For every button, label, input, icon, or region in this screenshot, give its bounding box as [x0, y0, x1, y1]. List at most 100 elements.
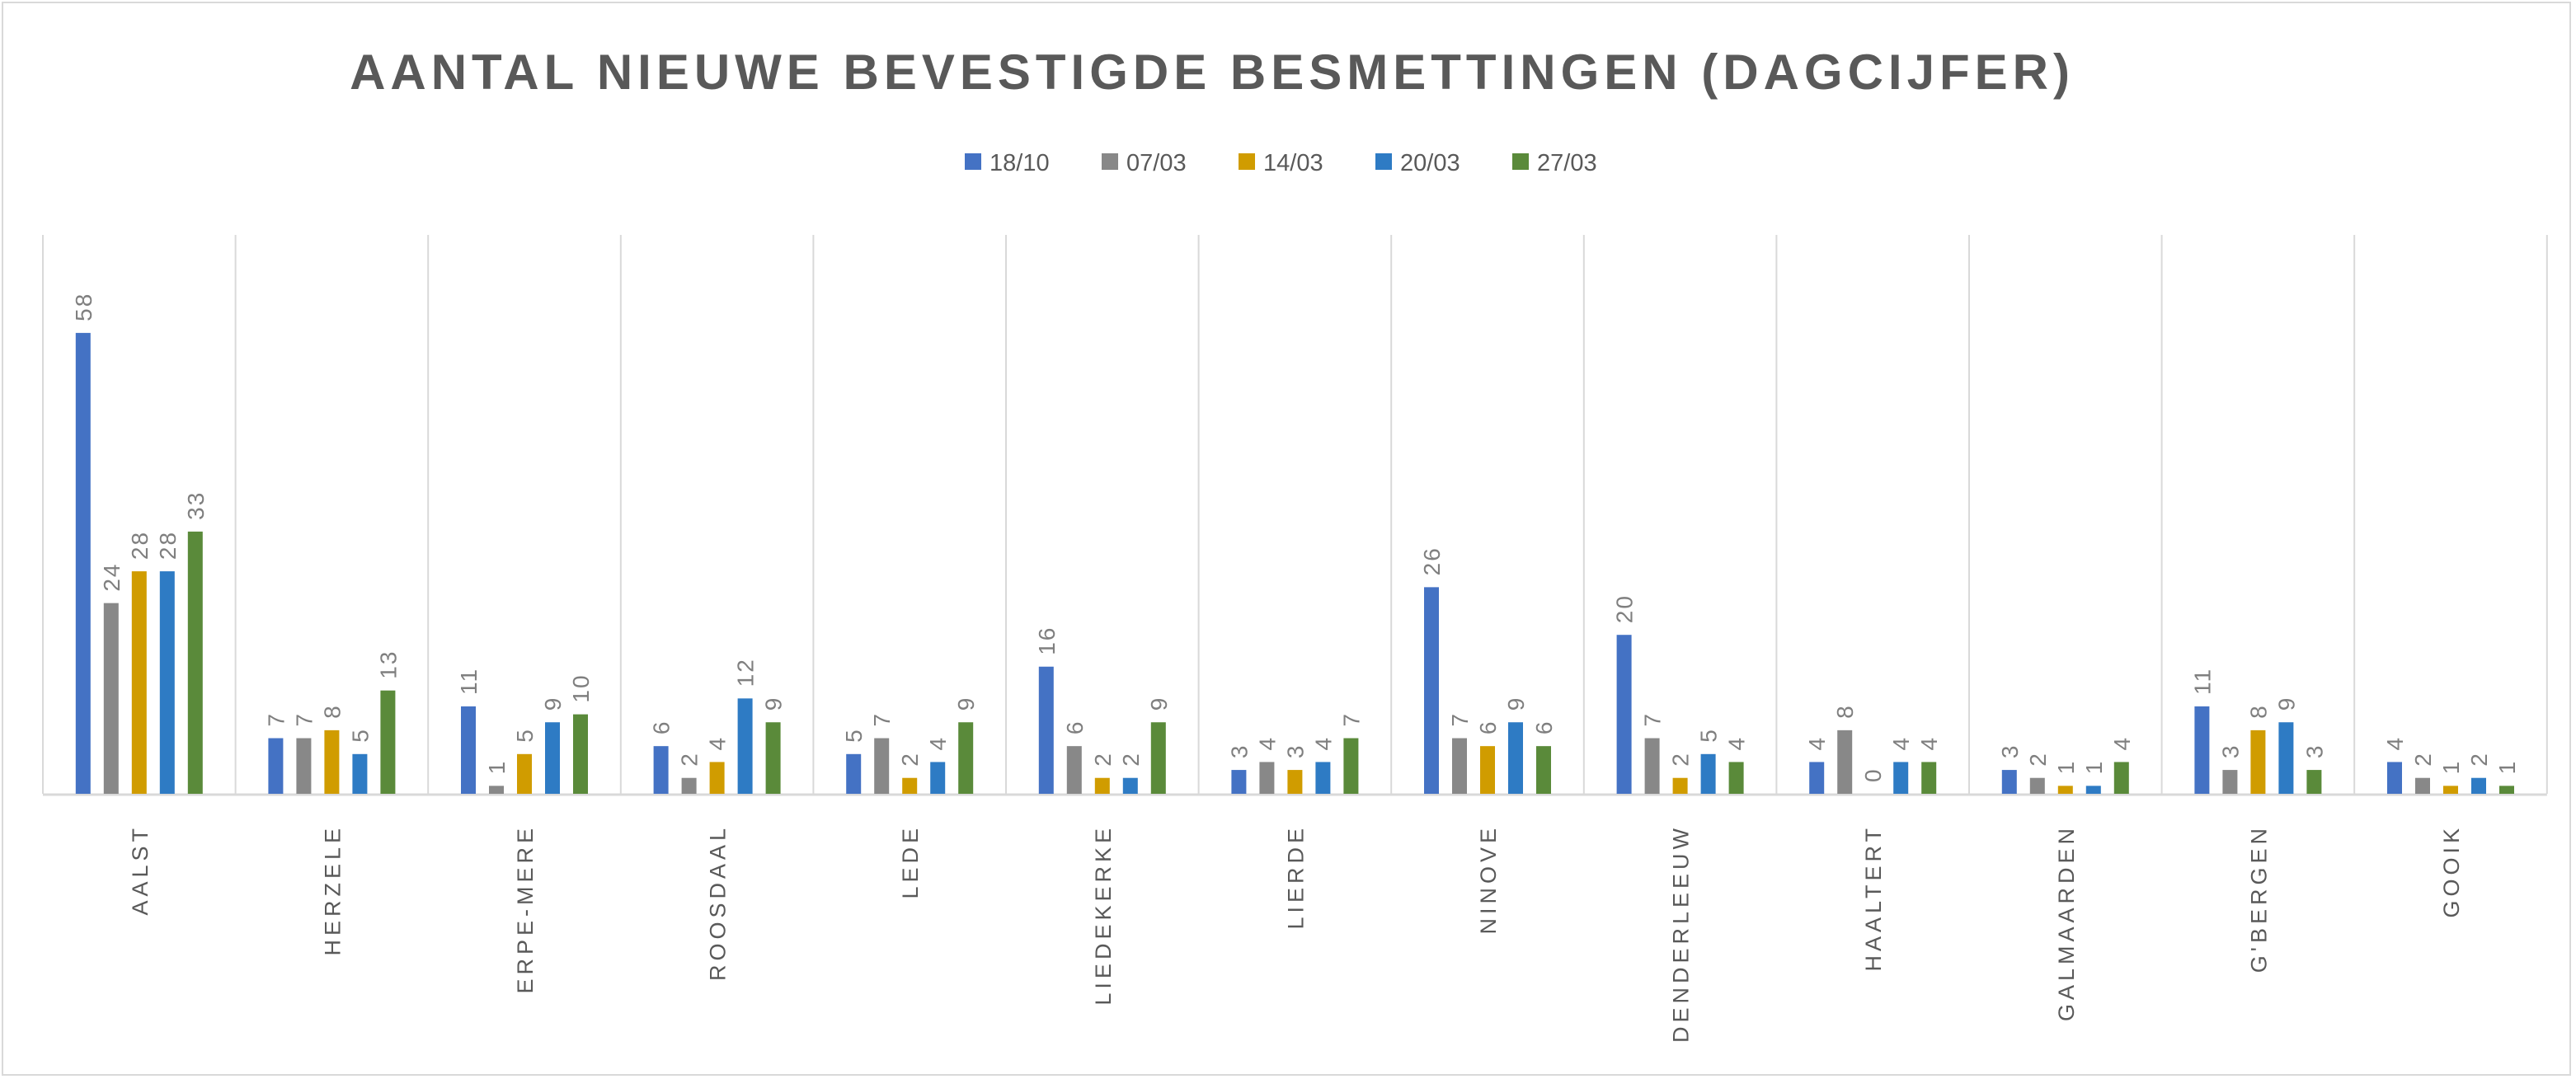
data-label: 2: [1668, 752, 1694, 767]
bar-20-03: [545, 722, 560, 794]
bar-14-03: [1287, 770, 1303, 794]
bar-20-03: [352, 753, 368, 794]
legend-label: 27/03: [1537, 150, 1597, 176]
legend-item: 14/03: [1239, 150, 1323, 176]
data-label: 4: [1310, 736, 1336, 751]
data-label: 7: [1338, 712, 1364, 727]
bar-18-10: [1616, 635, 1632, 794]
bar-14-03: [131, 571, 147, 794]
bar-20-03: [2085, 786, 2101, 794]
bar-20-03: [1893, 762, 1909, 794]
data-label: 9: [953, 697, 979, 711]
bar-18-10: [75, 332, 91, 794]
data-label: 2: [1090, 752, 1116, 767]
bar-07-03: [489, 786, 504, 794]
bar-27-03: [958, 722, 974, 794]
bar-07-03: [103, 603, 119, 794]
bar-20-03: [1508, 722, 1523, 794]
bar-20-03: [159, 571, 175, 794]
data-label: 6: [649, 720, 675, 735]
bar-27-03: [1150, 722, 1166, 794]
bar-20-03: [2278, 722, 2294, 794]
data-label: 4: [1254, 736, 1280, 751]
legend-swatch: [1375, 153, 1392, 170]
bar-27-03: [187, 531, 203, 794]
bar-18-10: [1424, 587, 1439, 794]
bar-07-03: [1644, 738, 1660, 794]
bar-18-10: [461, 706, 476, 794]
data-label: 16: [1034, 626, 1060, 655]
bar-27-03: [1921, 762, 1937, 794]
category-label: AALST: [128, 824, 153, 916]
category-label: LIERDE: [1283, 824, 1308, 930]
category-label: ROOSDAAL: [706, 824, 731, 981]
data-label: 8: [1832, 704, 1858, 719]
data-label: 2: [897, 752, 923, 767]
bar-20-03: [737, 698, 753, 794]
bar-07-03: [1452, 738, 1467, 794]
data-label: 5: [1696, 728, 1722, 743]
legend-label: 07/03: [1126, 150, 1187, 176]
bar-18-10: [846, 753, 862, 794]
data-label: 58: [71, 293, 96, 321]
data-label: 5: [841, 728, 867, 743]
data-label: 3: [1282, 744, 1308, 759]
data-label: 24: [99, 562, 125, 591]
data-label: 2: [677, 752, 703, 767]
data-label: 2: [2410, 752, 2436, 767]
data-label: 4: [2109, 736, 2135, 751]
bar-14-03: [324, 729, 340, 794]
data-label: 0: [1860, 767, 1886, 782]
data-label: 6: [1531, 720, 1557, 735]
data-label: 3: [1997, 744, 2023, 759]
data-label: 26: [1419, 547, 1445, 575]
legend-label: 20/03: [1400, 150, 1460, 176]
data-label: 6: [1475, 720, 1501, 735]
data-label: 3: [2217, 744, 2243, 759]
data-label: 5: [347, 728, 373, 743]
data-label: 12: [733, 658, 759, 687]
legend-swatch: [1512, 153, 1529, 170]
legend-label: 18/10: [990, 150, 1050, 176]
bar-14-03: [1480, 746, 1495, 794]
data-label: 9: [1503, 697, 1529, 711]
data-label: 1: [484, 760, 510, 775]
category-label: GALMAARDEN: [2054, 824, 2079, 1021]
bar-18-10: [268, 738, 284, 794]
bar-07-03: [681, 777, 697, 794]
category-label: DENDERLEEUW: [1669, 824, 1694, 1043]
data-label: 1: [2081, 760, 2107, 775]
data-label: 7: [869, 712, 895, 727]
data-label: 1: [2053, 760, 2079, 775]
bar-27-03: [2499, 786, 2514, 794]
category-label: G'BERGEN: [2246, 824, 2271, 973]
legend-swatch: [1239, 153, 1255, 170]
data-label: 11: [456, 668, 482, 695]
data-label: 9: [540, 697, 566, 711]
bar-07-03: [296, 738, 312, 794]
data-label: 20: [1612, 594, 1638, 623]
bar-07-03: [1259, 762, 1275, 794]
bar-14-03: [902, 777, 918, 794]
bar-07-03: [2415, 777, 2430, 794]
data-label: 1: [2494, 760, 2520, 775]
category-label: HERZELE: [320, 824, 345, 956]
bar-18-10: [2194, 706, 2210, 794]
data-label: 13: [375, 650, 401, 679]
bar-07-03: [874, 738, 890, 794]
legend-item: 27/03: [1512, 150, 1597, 176]
data-label: 9: [761, 697, 787, 711]
bar-18-10: [1231, 770, 1247, 794]
bar-14-03: [2443, 786, 2458, 794]
bar-14-03: [2057, 786, 2073, 794]
chart-title: AANTAL NIEUWE BEVESTIGDE BESMETTINGEN (D…: [350, 45, 2075, 100]
bars: [75, 332, 2514, 794]
data-label: 11: [2189, 668, 2215, 695]
bar-14-03: [709, 762, 725, 794]
legend-item: 18/10: [965, 150, 1050, 176]
data-label: 3: [2301, 744, 2327, 759]
bar-18-10: [1038, 666, 1054, 794]
data-label: 7: [291, 712, 317, 727]
